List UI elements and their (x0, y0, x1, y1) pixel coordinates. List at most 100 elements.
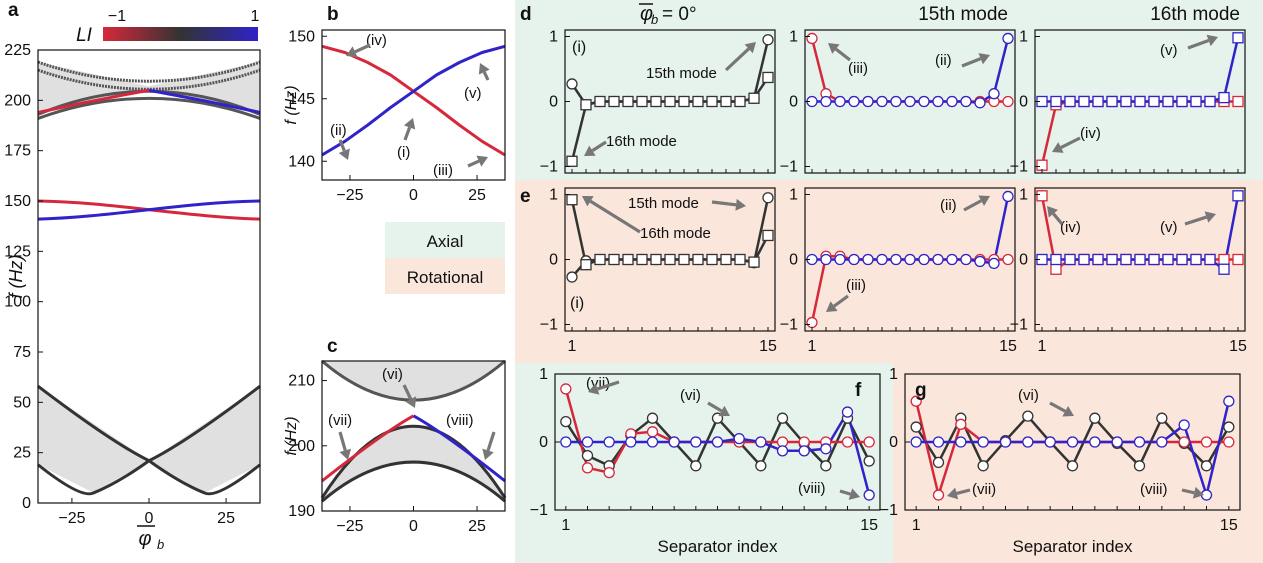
data-point-g (1179, 437, 1189, 447)
data-point-f (583, 451, 593, 461)
data-point-e2 (919, 255, 929, 265)
data-point-e1 (651, 255, 661, 265)
data-point-e2 (989, 258, 999, 268)
ytick-label-a: 200 (4, 92, 31, 109)
annotation-arrow (488, 432, 494, 450)
xtick-label-g: 1 (912, 517, 921, 534)
xtick-label-e1: 15 (759, 338, 777, 355)
data-point-d2 (863, 97, 873, 107)
data-point-f (561, 417, 571, 427)
data-point-g (911, 422, 921, 432)
data-point-d1 (679, 97, 689, 107)
data-point-g (1045, 437, 1055, 447)
data-point-d1 (665, 97, 675, 107)
data-point-f (669, 437, 679, 447)
panel-letter-e: e (520, 186, 531, 207)
data-point-d3 (1079, 97, 1089, 107)
header-col3: 16th mode (1150, 4, 1240, 25)
data-point-d3 (1233, 33, 1243, 43)
b-ylabel: f (Hz) (283, 85, 300, 124)
data-point-f (778, 413, 788, 423)
data-point-f (648, 427, 658, 437)
ytick-label-c: 210 (288, 373, 315, 390)
data-point-e2 (891, 255, 901, 265)
annotation-arrow (468, 161, 479, 166)
colorbar-max: 1 (251, 8, 260, 25)
panel-letter-d: d (520, 4, 532, 25)
data-point-d3 (1205, 97, 1215, 107)
data-point-d1 (721, 97, 731, 107)
annotation-e-16: 16th mode (640, 225, 711, 242)
data-point-g (1090, 413, 1100, 423)
c-mid-fill (322, 426, 505, 501)
data-point-g (1135, 461, 1145, 471)
data-point-f (799, 446, 809, 456)
data-point-d2 (877, 97, 887, 107)
ytick-label-g: 0 (889, 434, 898, 451)
ytick-label-b: 140 (288, 153, 315, 170)
data-point-e1 (763, 230, 773, 240)
data-point-d3 (1149, 97, 1159, 107)
ytick-label-a: 0 (22, 495, 31, 512)
data-point-d2 (975, 98, 985, 108)
ytick-label-g: −1 (880, 502, 898, 519)
panel-letter-f: f (855, 380, 862, 401)
ytick-label-f: 1 (539, 366, 548, 383)
annotation-b-v: (v) (464, 85, 482, 102)
data-point-g (1157, 437, 1167, 447)
annotation-e-v: (v) (1160, 219, 1178, 236)
data-point-g (1068, 461, 1078, 471)
data-point-e3 (1121, 255, 1131, 265)
data-point-g (1112, 437, 1122, 447)
ytick-label-a: 50 (13, 394, 31, 411)
data-point-e3 (1051, 255, 1061, 265)
data-point-d2 (919, 97, 929, 107)
data-point-d3 (1135, 97, 1145, 107)
annotation-arrow (405, 127, 410, 140)
data-point-g (934, 437, 944, 447)
data-point-d1 (623, 97, 633, 107)
data-point-e3 (1065, 255, 1075, 265)
data-point-e2 (961, 255, 971, 265)
data-point-g (1068, 437, 1078, 447)
data-point-e1 (693, 255, 703, 265)
ytick-label-a: 75 (13, 344, 31, 361)
data-point-f (821, 461, 831, 471)
data-point-d2 (807, 33, 817, 43)
data-point-d1 (609, 97, 619, 107)
data-point-e1 (609, 255, 619, 265)
data-point-d3 (1177, 97, 1187, 107)
xtick-label-b: 0 (409, 187, 418, 204)
data-point-e2 (905, 255, 915, 265)
data-point-e2 (863, 255, 873, 265)
data-point-e3 (1205, 255, 1215, 265)
data-point-f (561, 437, 571, 447)
data-point-e3 (1093, 255, 1103, 265)
data-point-d2 (835, 97, 845, 107)
xtick-label-b: −25 (336, 187, 363, 204)
ytick-label-d1: 1 (549, 29, 558, 46)
xtick-label-f: 15 (860, 517, 878, 534)
data-point-d1 (763, 35, 773, 45)
annotation-d-v: (v) (1160, 42, 1178, 59)
ytick-label-b: 150 (288, 28, 315, 45)
annotation-d-i: (i) (572, 39, 586, 56)
data-point-g (956, 419, 966, 429)
data-point-g (1224, 396, 1234, 406)
data-point-d3 (1065, 97, 1075, 107)
annotation-c-vi: (vi) (382, 366, 403, 383)
data-point-e2 (947, 255, 957, 265)
data-point-f (756, 461, 766, 471)
data-point-e2 (849, 255, 859, 265)
xtick-label-e3: 1 (1038, 338, 1047, 355)
f-xlabel: Separator index (657, 537, 778, 556)
annotation-d-iv: (iv) (1080, 125, 1101, 142)
colorbar-min: −1 (108, 8, 126, 25)
xtick-label-f: 1 (561, 517, 570, 534)
data-point-g (1157, 413, 1167, 423)
data-point-d1 (581, 100, 591, 110)
data-point-e2 (1003, 191, 1013, 201)
data-point-f (691, 461, 701, 471)
data-point-e1 (581, 260, 591, 270)
